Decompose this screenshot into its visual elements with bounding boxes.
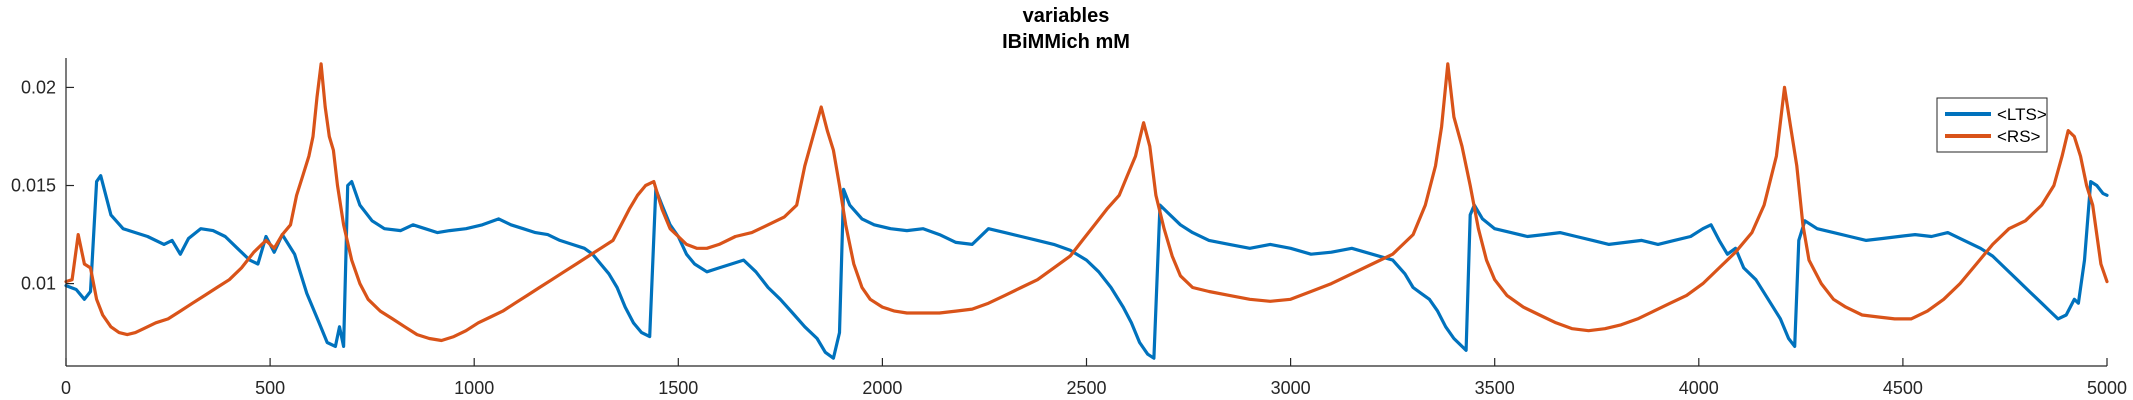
x-tick-label: 4000 <box>1679 378 1719 398</box>
x-tick-label: 3500 <box>1475 378 1515 398</box>
x-tick-label: 0 <box>61 378 71 398</box>
x-axis-ticks: 0 500 1000 1500 2000 2500 3000 3500 4000 4500 5000 <box>61 358 2127 398</box>
y-tick-label: 0.02 <box>21 77 56 97</box>
y-tick-label: 0.01 <box>21 274 56 294</box>
x-tick-label: 3000 <box>1271 378 1311 398</box>
legend-box <box>1936 97 2048 153</box>
y-tick-label: 0.015 <box>11 176 56 196</box>
legend-label-rs: <RS> <box>1997 127 2041 146</box>
chart-subtitle: IBiMMich mM <box>1002 31 1130 53</box>
series-line-rs <box>64 62 2109 343</box>
x-tick-label: 2500 <box>1066 378 1106 398</box>
x-tick-label: 1000 <box>454 378 494 398</box>
x-tick-label: 500 <box>255 378 285 398</box>
y-axis-ticks: 0.01 0.015 0.02 <box>11 77 74 294</box>
x-tick-label: 1500 <box>658 378 698 398</box>
chart-title: variables <box>1023 5 1110 27</box>
legend-label-lts: <LTS> <box>1997 105 2047 124</box>
x-tick-label: 2000 <box>862 378 902 398</box>
legend: <LTS> <RS> <box>1936 97 2048 153</box>
series-group <box>64 62 2109 360</box>
x-tick-label: 4500 <box>1883 378 1923 398</box>
x-tick-label: 5000 <box>2087 378 2127 398</box>
